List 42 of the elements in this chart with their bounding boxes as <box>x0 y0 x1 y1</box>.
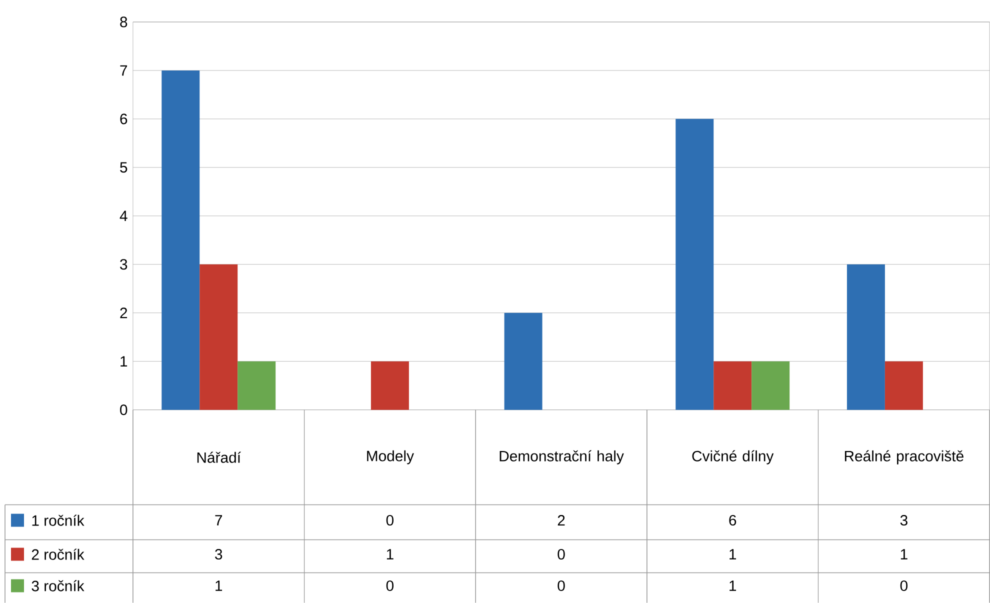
legend-label: 1 ročník <box>32 514 84 526</box>
bar <box>200 264 238 410</box>
data-label: 0 <box>558 548 565 560</box>
legend-label: 3 ročník <box>32 580 84 592</box>
bar <box>370 361 409 410</box>
data-label: 1 <box>900 549 908 560</box>
bar <box>676 118 714 410</box>
data-label: 1 <box>386 549 394 560</box>
data-label: 1 <box>730 580 736 591</box>
bar <box>162 70 200 410</box>
x-tick-label: Reálné pracoviště <box>844 450 964 464</box>
data-label: 0 <box>386 580 394 591</box>
x-tick-label: Modely <box>367 450 414 464</box>
bar <box>884 361 923 410</box>
x-tick-label: Cvičné dílny <box>692 450 774 464</box>
bar <box>752 361 790 410</box>
bar <box>504 312 542 410</box>
data-label: 0 <box>386 514 394 526</box>
x-tick-label: Nářadí <box>197 452 241 463</box>
data-label: 0 <box>900 580 908 591</box>
bar <box>714 361 752 410</box>
data-label: 6 <box>729 514 736 526</box>
y-tick-label: 7 <box>120 65 128 76</box>
y-tick-label: 1 <box>120 356 128 366</box>
y-tick-label: 8 <box>120 16 128 28</box>
data-label: 2 <box>558 514 565 526</box>
y-tick-label: 0 <box>120 404 128 416</box>
data-label: 7 <box>215 515 222 526</box>
x-tick-label: Demonstrační haly <box>500 450 624 464</box>
legend-label: 2 ročník <box>32 548 84 560</box>
data-label: 0 <box>558 580 565 591</box>
y-tick-label: 3 <box>120 259 128 270</box>
data-label: 1 <box>730 549 736 560</box>
y-tick-label: 5 <box>120 162 128 173</box>
y-tick-label: 4 <box>120 210 128 221</box>
data-label: 1 <box>216 580 222 591</box>
data-label: 3 <box>215 548 222 560</box>
y-tick-label: 6 <box>120 114 128 124</box>
data-label: 3 <box>900 514 908 526</box>
y-tick-label: 2 <box>120 308 128 318</box>
bar <box>238 361 276 410</box>
bar <box>846 264 885 410</box>
